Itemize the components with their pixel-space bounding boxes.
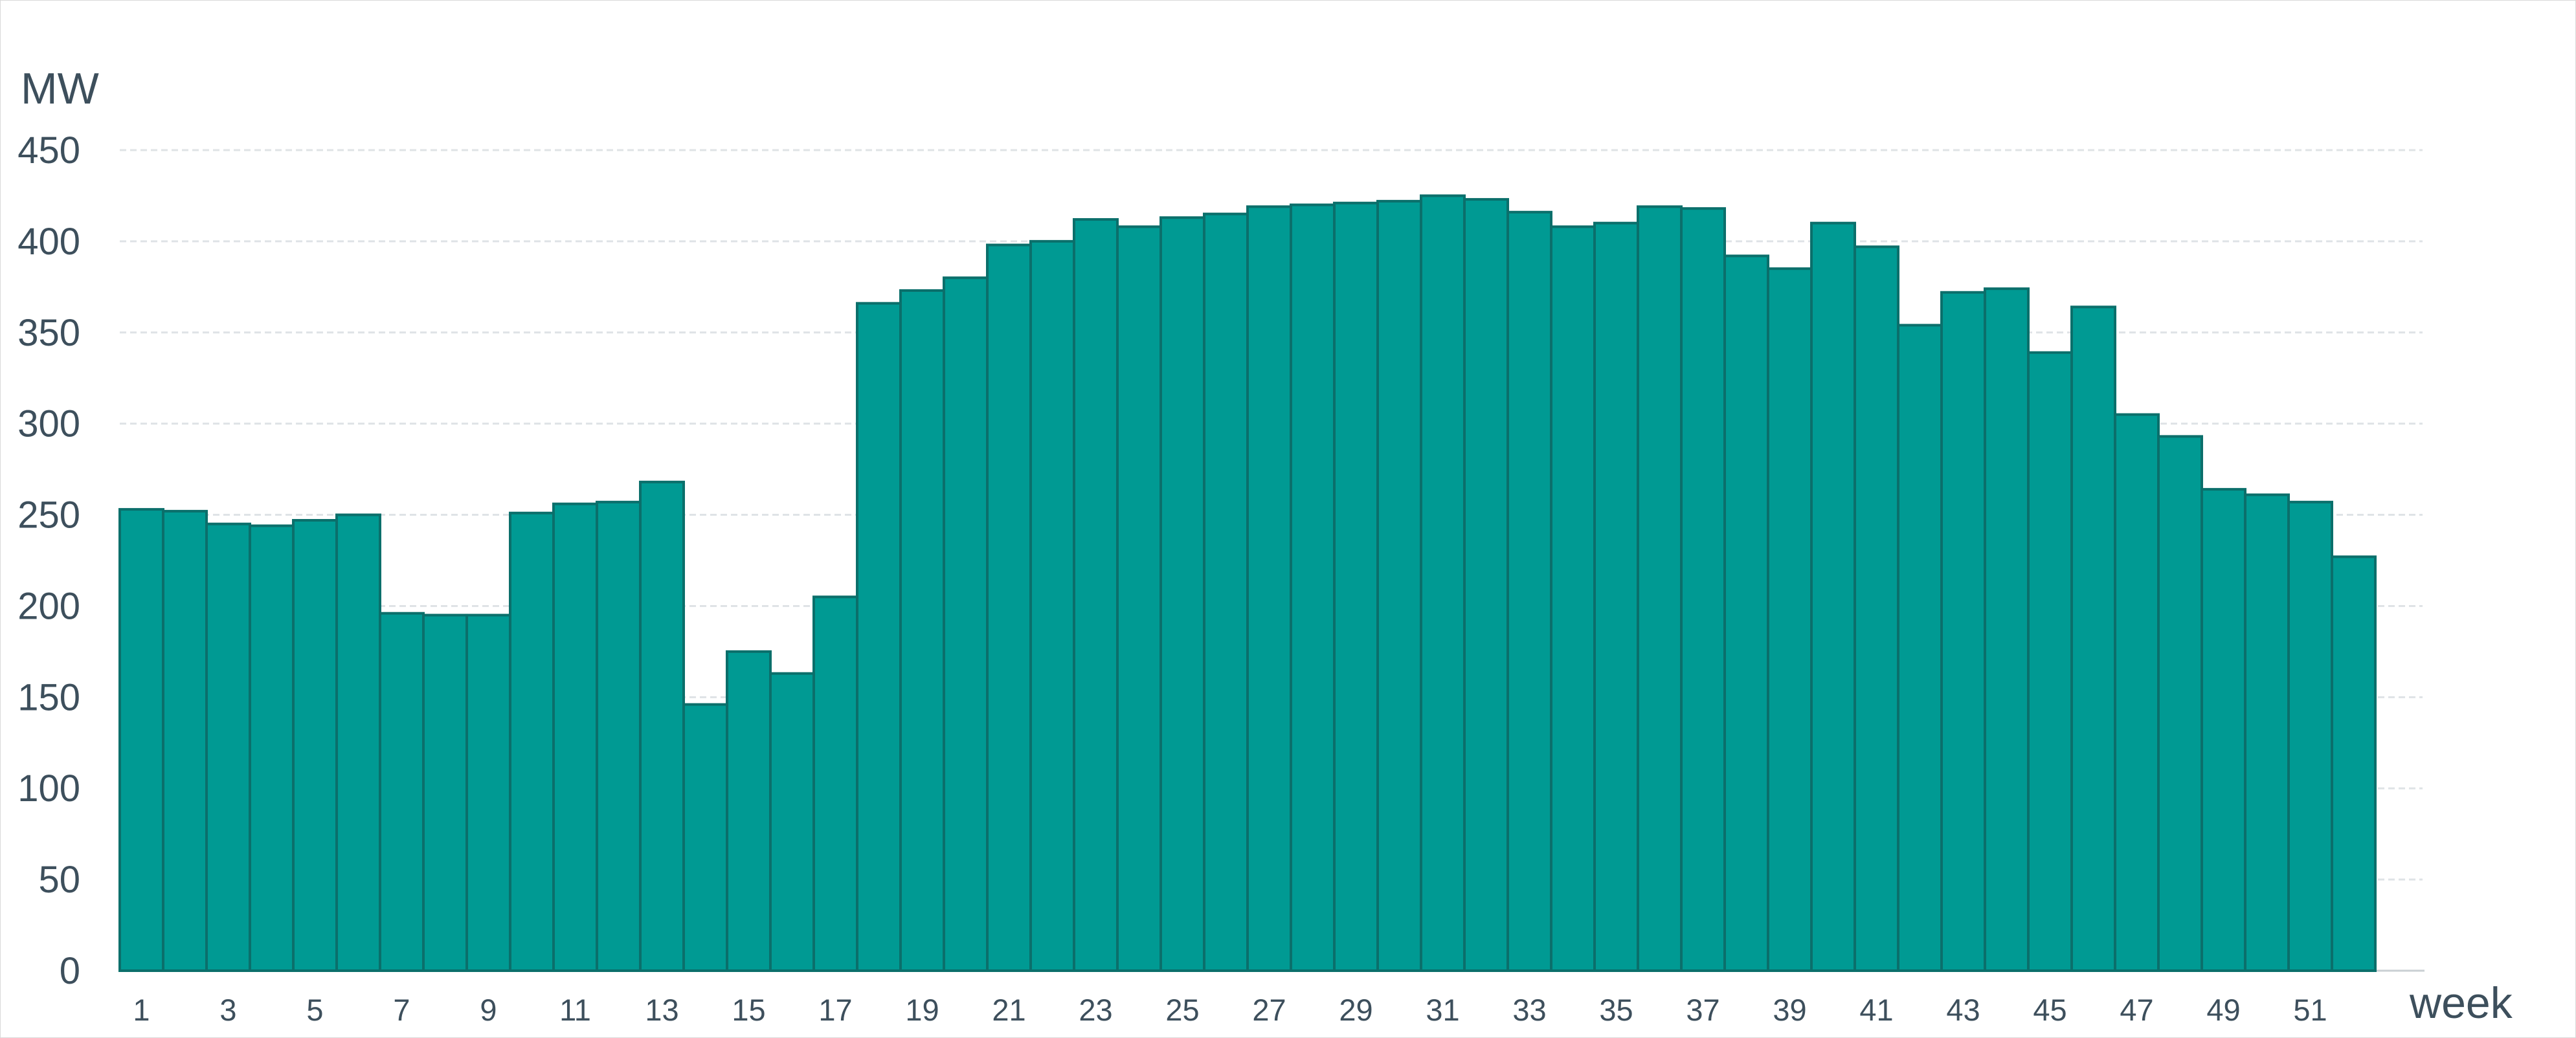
x-tick-label: 31 [1426, 993, 1459, 1027]
bar-week-9 [465, 613, 511, 972]
bar-week-42 [1897, 324, 1943, 972]
x-tick-label: 19 [905, 993, 939, 1027]
bar-week-34 [1550, 225, 1596, 972]
bar-week-4 [249, 524, 295, 972]
bar-week-30 [1376, 199, 1422, 972]
bar-week-43 [1940, 291, 1986, 973]
y-tick-label: 350 [17, 312, 80, 354]
y-tick-label: 400 [17, 221, 80, 263]
x-tick-label: 1 [133, 993, 150, 1027]
y-tick-label: 250 [17, 494, 80, 536]
bar-week-35 [1593, 221, 1639, 973]
bar-week-12 [596, 500, 642, 972]
bar-week-50 [2244, 493, 2290, 972]
bar-week-52 [2331, 555, 2377, 972]
bar-week-11 [552, 502, 598, 972]
bar-week-33 [1506, 210, 1552, 972]
bar-week-23 [1073, 218, 1119, 972]
x-tick-label: 17 [818, 993, 852, 1027]
x-tick-label: 29 [1339, 993, 1372, 1027]
bar-week-25 [1159, 216, 1205, 972]
bar-week-20 [943, 276, 989, 973]
bar-week-37 [1680, 207, 1726, 972]
bar-week-8 [422, 613, 468, 972]
x-tick-label: 11 [559, 993, 591, 1027]
bar-week-41 [1854, 245, 1899, 973]
bar-week-26 [1203, 212, 1249, 973]
y-axis-title: MW [21, 64, 99, 113]
x-tick-label: 5 [306, 993, 323, 1027]
bar-week-2 [162, 509, 208, 972]
bar-week-21 [986, 243, 1032, 973]
x-axis-title: week [2409, 978, 2513, 1028]
bar-week-51 [2287, 500, 2333, 972]
x-tick-label: 25 [1165, 993, 1199, 1027]
bar-week-22 [1029, 239, 1075, 972]
bar-week-17 [812, 595, 858, 972]
bar-week-13 [639, 480, 685, 972]
bar-week-24 [1116, 225, 1162, 972]
bar-week-36 [1637, 205, 1683, 973]
bar-week-6 [335, 513, 381, 972]
bar-week-49 [2201, 488, 2246, 972]
x-tick-label: 27 [1252, 993, 1286, 1027]
x-tick-label: 43 [1946, 993, 1980, 1027]
bar-week-18 [856, 302, 902, 972]
x-tick-label: 9 [480, 993, 497, 1027]
x-tick-label: 45 [2033, 993, 2066, 1027]
y-tick-label: 300 [17, 403, 80, 445]
bar-week-31 [1420, 194, 1466, 972]
bar-week-14 [682, 703, 728, 973]
x-tick-label: 33 [1512, 993, 1546, 1027]
y-tick-label: 100 [17, 767, 80, 810]
bar-week-19 [899, 289, 945, 973]
bar-week-29 [1333, 201, 1379, 972]
bar-week-44 [1984, 287, 2030, 972]
y-tick-label: 0 [60, 950, 80, 992]
x-tick-label: 37 [1686, 993, 1719, 1027]
x-tick-label: 23 [1079, 993, 1112, 1027]
x-tick-label: 51 [2293, 993, 2327, 1027]
x-tick-label: 39 [1773, 993, 1806, 1027]
x-tick-label: 49 [2206, 993, 2240, 1027]
x-tick-label: 35 [1599, 993, 1633, 1027]
y-tick-label: 200 [17, 585, 80, 627]
bar-week-32 [1463, 198, 1509, 973]
bars [118, 194, 2377, 973]
bar-week-7 [379, 612, 425, 972]
bar-week-48 [2157, 435, 2203, 972]
bar-week-45 [2027, 351, 2073, 972]
bar-week-27 [1246, 205, 1292, 973]
bar-week-10 [509, 511, 555, 972]
bar-week-15 [726, 650, 772, 973]
x-tick-label: 15 [732, 993, 765, 1027]
x-tick-label: 7 [393, 993, 410, 1027]
bar-week-40 [1810, 221, 1856, 973]
y-tick-label: 450 [17, 129, 80, 171]
x-tick-label: 3 [219, 993, 236, 1027]
bar-week-5 [292, 519, 338, 972]
x-tick-label: 21 [992, 993, 1025, 1027]
y-tick-label: 50 [38, 859, 80, 901]
bar-week-3 [205, 522, 251, 972]
bar-week-39 [1767, 267, 1813, 973]
x-tick-label: 41 [1859, 993, 1893, 1027]
y-tick-label: 150 [17, 676, 80, 718]
bar-week-46 [2070, 305, 2116, 973]
x-tick-label: 47 [2120, 993, 2153, 1027]
x-axis-ticks: 1 3 5 7 9 11 13 15 17 19 21 23 25 27 29 31 33 35 37 39 41 43 4… [133, 993, 2327, 1027]
bar-week-47 [2114, 413, 2160, 972]
y-axis-ticks: 0 50 100 150 200 250 300 350 400 450 [17, 129, 80, 992]
bar-week-16 [769, 672, 815, 973]
x-tick-label: 13 [645, 993, 678, 1027]
bar-week-28 [1290, 203, 1336, 972]
bar-week-1 [118, 508, 164, 972]
bar-week-38 [1723, 254, 1769, 972]
